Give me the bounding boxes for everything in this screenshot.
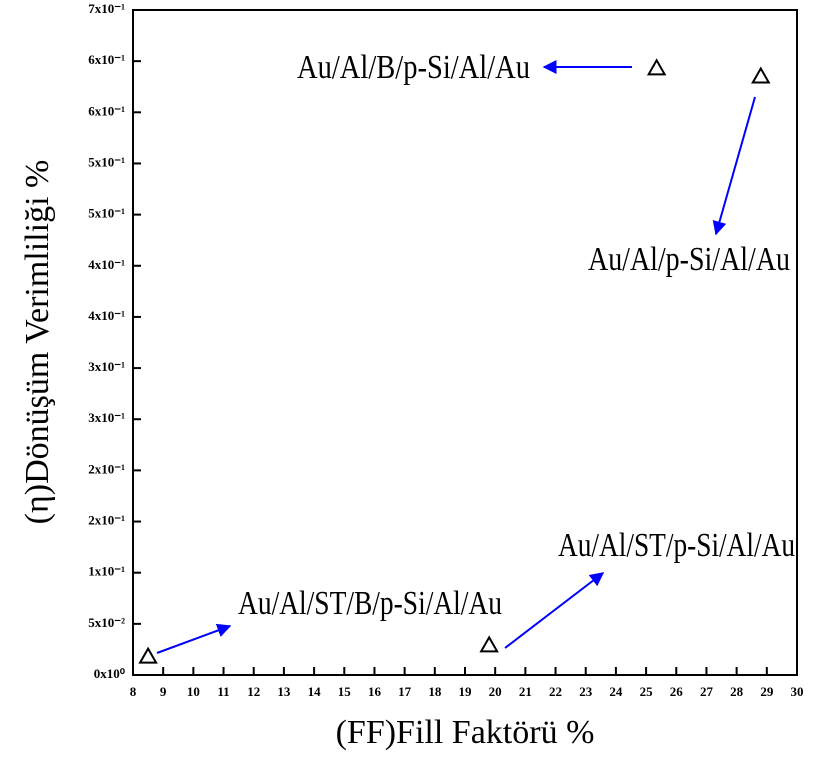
x-tick-label: 16 (368, 684, 382, 699)
y-tick-label: 4x10⁻¹ (88, 308, 125, 323)
point (751, 66, 771, 84)
y-tick-label: 6x10⁻¹ (88, 52, 125, 67)
x-tick-label: 19 (459, 684, 473, 699)
x-tick-label: 28 (730, 684, 744, 699)
x-tick-label: 25 (640, 684, 654, 699)
x-tick-label: 15 (338, 684, 352, 699)
x-axis-title: (FF)Fill Faktörü % (336, 714, 595, 751)
annotation: Au/Al/ST/p-Si/Al/Au (558, 527, 795, 564)
x-tick-label: 26 (670, 684, 684, 699)
y-tick-label: 7x10⁻¹ (88, 1, 125, 16)
arrow (712, 96, 756, 236)
point (479, 635, 499, 653)
x-tick-label: 17 (398, 684, 412, 699)
x-tick-label: 18 (428, 684, 442, 699)
y-tick-label: 2x10⁻¹ (88, 461, 125, 476)
point (646, 58, 667, 76)
y-axis-title: (η)Dönüşüm Verimliliği % (19, 160, 56, 525)
y-tick-label: 2x10⁻¹ (88, 513, 125, 528)
y-tick-label: 6x10⁻¹ (88, 103, 125, 118)
y-tick-label: 3x10⁻¹ (88, 410, 125, 425)
annotation: Au/Al/B/p-Si/Al/Au (297, 49, 530, 86)
x-tick-label: 23 (579, 684, 593, 699)
x-tick-label: 8 (130, 684, 137, 699)
x-tick-label: 11 (217, 684, 229, 699)
x-tick-label: 21 (519, 684, 532, 699)
x-tick-label: 22 (549, 684, 562, 699)
y-tick-label: 5x10⁻¹ (88, 154, 125, 169)
annotations: Au/Al/ST/B/p-Si/Al/Au Au/Al/ST/p-Si/Al/A… (156, 49, 795, 654)
x-tick-label: 30 (791, 684, 804, 699)
x-tick-label: 24 (609, 684, 623, 699)
y-tick-label: 1x10⁻¹ (88, 564, 125, 579)
x-tick-label: 10 (187, 684, 200, 699)
x-tick-label: 12 (247, 684, 260, 699)
point (138, 646, 158, 664)
arrow (504, 572, 605, 649)
x-tick-label: 14 (308, 684, 322, 699)
y-tick-label: 5x10⁻¹ (88, 206, 125, 221)
x-tick-label: 20 (489, 684, 502, 699)
x-tick-label: 13 (277, 684, 291, 699)
x-tick-label: 9 (160, 684, 167, 699)
annotation: Au/Al/p-Si/Al/Au (588, 241, 790, 278)
x-tick-label: 27 (700, 684, 714, 699)
y-tick-label: 3x10⁻¹ (88, 359, 125, 374)
y-tick-label: 4x10⁻¹ (88, 257, 125, 272)
x-tick-label: 29 (760, 684, 774, 699)
arrow (156, 623, 232, 654)
y-tick-label: 5x10⁻² (88, 615, 125, 630)
y-tick-label: 0x10⁰ (94, 666, 126, 681)
plot-frame (132, 9, 798, 676)
annotation: Au/Al/ST/B/p-Si/Al/Au (238, 585, 502, 622)
